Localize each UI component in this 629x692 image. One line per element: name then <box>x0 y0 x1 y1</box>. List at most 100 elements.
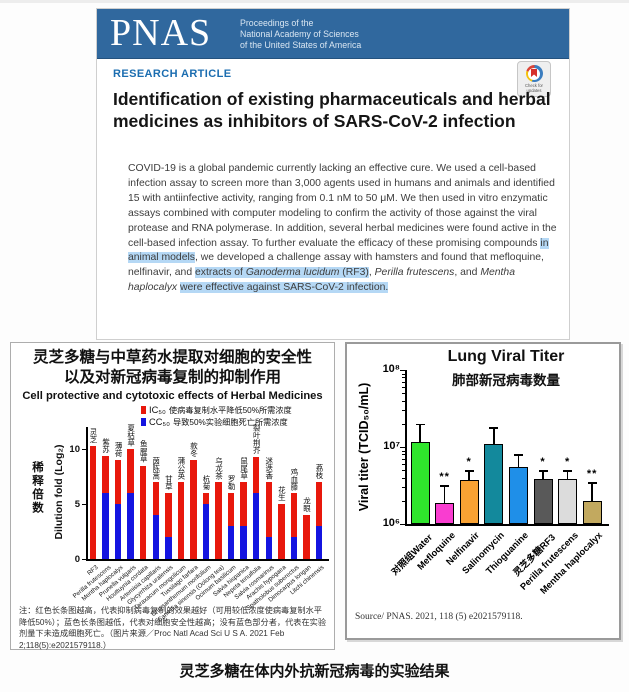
y-minor-tick <box>402 387 405 389</box>
y-tick <box>82 449 86 451</box>
bar-label-zh: 灵芝 <box>89 427 98 443</box>
error-cap <box>563 470 573 472</box>
significance-stars: ** <box>586 468 598 481</box>
error-bar <box>443 485 446 503</box>
herbal-chart-subtitle: Cell protective and cytotoxic effects of… <box>22 390 323 402</box>
titer-chart-title: Lung Viral Titer <box>447 348 565 365</box>
ic50-label: IC₅₀ <box>149 405 166 415</box>
cc50-bar <box>265 537 273 559</box>
error-bar <box>542 470 544 480</box>
ic50-bar <box>240 482 247 559</box>
pnas-subtitle-line: of the United States of America <box>240 40 362 50</box>
cc50-bar <box>252 493 260 559</box>
herbal-yaxis-label: Dilution fold (Log₂) <box>53 444 65 540</box>
y-tick-label: 5 <box>74 498 80 510</box>
check-for-updates-label: Check for updates <box>525 83 543 93</box>
significance-stars: ** <box>439 471 450 484</box>
ic50-bar <box>265 482 273 559</box>
ic50-bar <box>303 515 310 559</box>
significance-stars: * <box>564 456 571 469</box>
bar-label-zh: 荔枝 <box>315 464 324 479</box>
pnas-logo: PNAS <box>110 12 212 54</box>
error-cap <box>415 423 425 426</box>
y-minor-tick <box>402 450 405 452</box>
cc50-bar <box>240 526 247 559</box>
bar-label-zh: 甘草 <box>164 475 174 490</box>
cc50-bar <box>227 526 235 559</box>
cc50-color-swatch <box>141 417 146 426</box>
y-minor-tick <box>402 381 405 383</box>
titer-chart-card: Lung Viral Titer 肺部新冠病毒数量 10⁶ 10⁷ 10⁸ 对照组Wa… <box>345 342 621 640</box>
ic50-bar <box>89 445 97 559</box>
y-minor-tick <box>402 423 405 425</box>
error-cap <box>538 470 548 472</box>
y-axis <box>405 370 407 524</box>
error-cap <box>587 482 597 484</box>
source-citation: Source/ PNAS. 2021, 118 (5) e2021579118. <box>355 612 523 622</box>
y-minor-tick <box>402 487 405 489</box>
bar-label-zh: 蒲公英 <box>176 456 186 480</box>
titer-bar <box>558 479 578 524</box>
titer-bar <box>533 479 553 524</box>
bar-label-zh: 款冬 <box>189 442 199 457</box>
figure-caption: 灵芝多糖在体内外抗新冠病毒的实验结果 <box>179 663 450 680</box>
error-bar <box>468 470 470 481</box>
ic50-bar <box>165 493 172 559</box>
y-minor-tick <box>402 477 405 479</box>
significance-stars: * <box>466 456 472 469</box>
abstract-segment: , and <box>454 267 481 279</box>
herbal-chart-title-line: 灵芝多糖与中草药水提取对细胞的安全性 <box>32 349 312 366</box>
pnas-subtitle-line: Proceedings of the <box>240 18 314 28</box>
y-minor-tick <box>402 454 405 456</box>
titer-bar <box>459 480 479 524</box>
check-for-updates-badge[interactable]: Check for updates <box>517 61 551 97</box>
error-cap <box>440 485 450 487</box>
bar-label-zh: 茵陈蒿 <box>151 456 161 480</box>
titer-bar <box>435 502 455 524</box>
y-minor-tick <box>402 410 405 412</box>
cc50-desc: 导致50%实验细胞死亡所需浓度 <box>173 417 288 427</box>
abstract-segment: were effective against SARS-CoV-2 infect… <box>180 282 389 294</box>
bar-label-zh: 龙眼 <box>302 497 312 512</box>
bar-label-zh: 乌龙茶 <box>214 456 224 480</box>
y-tick-label: 10⁶ <box>382 517 400 529</box>
abstract-segment: (RF3) <box>339 267 369 279</box>
herbal-chart-plot: 0 5 10 灵芝 RF3 紫苏 Perilla frutescens 薄荷 Mentha ha… <box>11 343 334 649</box>
y-axis <box>86 427 88 559</box>
cc50-bar <box>202 504 210 559</box>
legend-row-ic50: IC₅₀ 使病毒复制水平降低50%所需浓度 <box>141 405 292 417</box>
top-divider <box>0 0 629 3</box>
y-minor-tick <box>402 464 405 466</box>
y-minor-tick <box>402 500 405 502</box>
ic50-bar <box>139 465 147 559</box>
y-tick-label: 10 <box>69 443 80 455</box>
research-article-label: RESEARCH ARTICLE <box>113 68 232 80</box>
article-abstract: COVID-19 is a global pandemic currently … <box>128 162 560 296</box>
abstract-segment: , <box>368 267 375 279</box>
y-major-tick <box>400 524 405 526</box>
bar-label-zh: 杭菊 <box>202 475 211 490</box>
y-tick-label: 10⁸ <box>382 363 400 375</box>
error-cap <box>513 454 523 457</box>
cc50-bar <box>114 504 122 559</box>
x-axis <box>86 559 329 561</box>
bar-label-zh: 鱼腥草 <box>139 440 149 463</box>
y-minor-tick <box>402 373 405 375</box>
y-tick-label: 0 <box>74 553 80 565</box>
bar-label-zh: 紫苏 <box>101 437 111 453</box>
abstract-segment: Perilla frutescens <box>374 267 455 279</box>
bar-label-zh: 裂叶荆芥 <box>252 423 262 454</box>
legend-row-cc50: CC₅₀ 导致50%实验细胞死亡所需浓度 <box>141 417 292 429</box>
error-bar <box>566 470 569 480</box>
pnas-logo-subtitle: Proceedings of the National Academy of S… <box>240 18 361 51</box>
pnas-subtitle-line: National Academy of Sciences <box>240 29 359 39</box>
cc50-bar <box>152 515 160 559</box>
ic50-bar <box>177 482 185 559</box>
y-minor-tick <box>402 458 405 460</box>
herbal-chart-title: 灵芝多糖与中草药水提取对细胞的安全性 以及对新冠病毒复制的抑制作用 <box>11 348 334 388</box>
abstract-segment: , we developed a challenge assay with ha… <box>128 252 544 279</box>
y-minor-tick <box>402 470 405 472</box>
cc50-bar <box>165 537 172 559</box>
error-bar <box>493 427 495 444</box>
